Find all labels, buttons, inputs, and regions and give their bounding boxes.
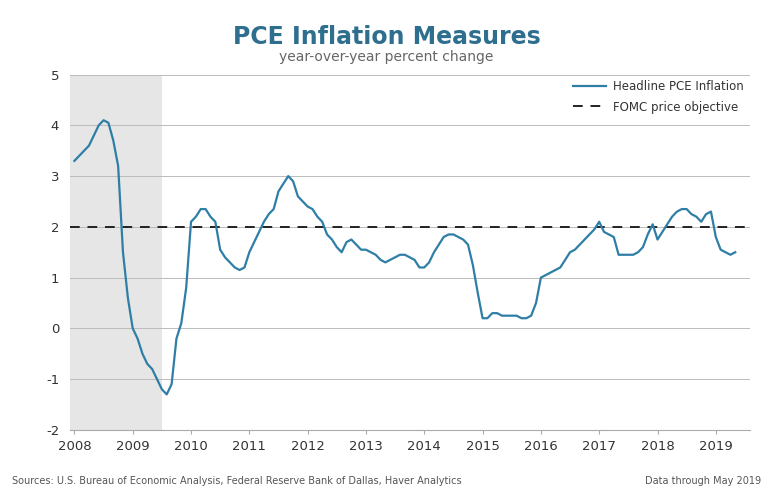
- Text: Sources: U.S. Bureau of Economic Analysis, Federal Reserve Bank of Dallas, Haver: Sources: U.S. Bureau of Economic Analysi…: [12, 476, 461, 486]
- Text: year-over-year percent change: year-over-year percent change: [279, 50, 494, 64]
- Text: PCE Inflation Measures: PCE Inflation Measures: [233, 25, 540, 49]
- Text: Data through May 2019: Data through May 2019: [645, 476, 761, 486]
- Legend: Headline PCE Inflation, FOMC price objective: Headline PCE Inflation, FOMC price objec…: [573, 81, 744, 113]
- Bar: [70, 75, 162, 430]
